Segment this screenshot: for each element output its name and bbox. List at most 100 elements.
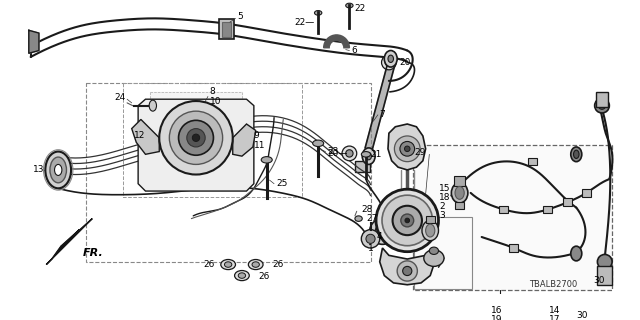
Ellipse shape [405,218,410,223]
Polygon shape [46,219,92,265]
Bar [219,19,234,39]
Polygon shape [138,99,254,191]
Ellipse shape [54,164,62,175]
Text: 2: 2 [440,202,445,211]
Ellipse shape [382,195,433,246]
Circle shape [370,219,396,244]
Ellipse shape [248,260,263,269]
Ellipse shape [384,51,397,67]
Ellipse shape [397,261,417,281]
Text: 18: 18 [439,193,451,202]
Text: 28: 28 [362,205,372,214]
Bar [499,206,508,213]
Ellipse shape [179,120,214,155]
Ellipse shape [404,146,410,152]
Ellipse shape [187,129,205,147]
Text: 9: 9 [254,132,260,140]
Ellipse shape [261,156,272,163]
Ellipse shape [45,152,71,188]
Text: 14: 14 [548,306,560,315]
Circle shape [388,206,394,211]
Text: FR.: FR. [83,248,104,258]
Ellipse shape [159,101,233,174]
Ellipse shape [424,250,444,266]
Text: 26: 26 [203,260,214,269]
Text: 4: 4 [377,233,383,242]
Ellipse shape [426,224,435,237]
Text: 20: 20 [399,58,410,67]
Circle shape [595,98,609,113]
Circle shape [362,230,380,248]
Text: 15: 15 [439,184,451,193]
Text: 26: 26 [272,260,284,269]
Bar [454,176,465,186]
Wedge shape [324,35,349,48]
Polygon shape [388,124,426,170]
Bar [563,198,572,206]
Text: 30: 30 [594,276,605,285]
Text: 7: 7 [380,110,385,119]
Text: 17: 17 [548,315,560,320]
Text: 11: 11 [254,140,266,150]
Ellipse shape [313,140,324,147]
Circle shape [385,59,392,66]
Circle shape [598,102,605,109]
Bar [582,189,591,196]
Text: 10: 10 [210,97,221,106]
Ellipse shape [429,247,438,254]
Text: 3: 3 [440,212,445,220]
Text: 29: 29 [415,148,426,157]
Bar [527,158,537,165]
Ellipse shape [192,134,200,141]
Circle shape [342,146,356,161]
Bar [413,145,612,290]
Text: 23: 23 [327,147,339,156]
Circle shape [366,234,375,244]
Text: 13: 13 [33,165,45,174]
Ellipse shape [170,111,223,164]
Polygon shape [29,30,39,53]
Circle shape [411,198,416,204]
Ellipse shape [394,136,420,162]
Bar [597,266,612,285]
Circle shape [425,218,430,223]
Circle shape [380,229,385,234]
Bar [221,22,231,37]
Ellipse shape [362,148,375,164]
Circle shape [346,150,353,157]
Ellipse shape [346,3,353,8]
Ellipse shape [149,100,157,111]
Text: TBALB2700: TBALB2700 [529,280,578,289]
Circle shape [388,229,394,235]
Bar [596,92,609,107]
Bar [426,216,435,223]
Bar [509,244,518,252]
Text: 1: 1 [367,244,373,252]
Text: 20—: 20— [327,149,348,158]
Ellipse shape [422,220,438,241]
Ellipse shape [314,11,322,15]
Polygon shape [233,124,256,156]
Bar [455,202,464,209]
Ellipse shape [451,183,468,203]
Ellipse shape [50,157,67,183]
Circle shape [411,237,416,243]
Ellipse shape [580,308,591,320]
Bar [122,83,301,197]
Polygon shape [380,248,435,285]
Polygon shape [365,65,394,150]
Ellipse shape [238,273,246,278]
Circle shape [381,55,396,70]
Ellipse shape [573,150,579,158]
Polygon shape [132,119,159,154]
Ellipse shape [388,55,394,62]
Text: 6: 6 [351,46,357,55]
Ellipse shape [355,216,362,221]
Text: 24: 24 [114,93,125,102]
Circle shape [375,224,390,239]
Ellipse shape [376,189,438,252]
Ellipse shape [403,266,412,276]
Bar [413,217,472,289]
Ellipse shape [401,214,413,227]
Text: 26: 26 [259,272,270,281]
